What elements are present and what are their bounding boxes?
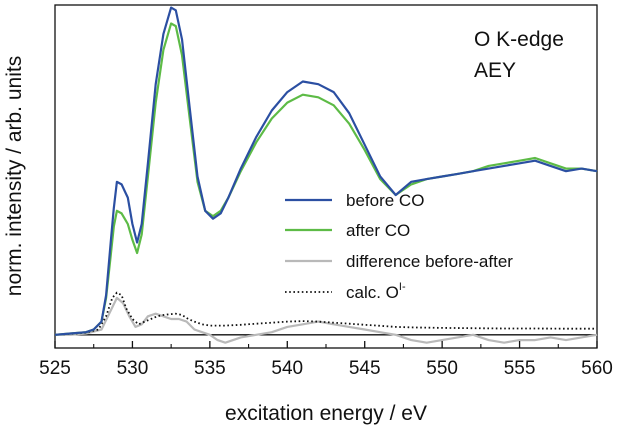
x-axis-title: excitation energy / eV bbox=[225, 402, 427, 425]
y-axis-title: norm. intensity / arb. units bbox=[3, 56, 26, 296]
annotation-line-1: O K-edge bbox=[474, 28, 564, 51]
x-tick-label: 560 bbox=[581, 358, 613, 379]
annotation-line-2: AEY bbox=[474, 59, 516, 82]
x-tick-label: 545 bbox=[349, 358, 381, 379]
x-tick-label: 535 bbox=[194, 358, 226, 379]
legend-label-before-co: before CO bbox=[346, 191, 424, 210]
x-ticks: 525 530 535 540 545 550 555 560 bbox=[39, 341, 613, 379]
series-layer bbox=[54, 6, 598, 344]
series-line-calc-o bbox=[54, 291, 597, 336]
legend: before CO after CO difference before-aft… bbox=[285, 191, 513, 302]
legend-label-after-co: after CO bbox=[346, 221, 410, 240]
x-tick-label: 530 bbox=[117, 358, 149, 379]
plot-frame bbox=[54, 4, 598, 349]
x-tick-label: 540 bbox=[271, 358, 303, 379]
series-line-before-co bbox=[54, 6, 598, 336]
legend-label-difference: difference before-after bbox=[346, 252, 513, 271]
x-tick-label: 525 bbox=[39, 358, 71, 379]
legend-label-calc-superscript: I- bbox=[399, 281, 406, 293]
x-tick-label: 550 bbox=[426, 358, 458, 379]
legend-label-calc: calc. OI- bbox=[346, 281, 406, 302]
x-tick-label: 555 bbox=[504, 358, 536, 379]
series-line-difference-before-after bbox=[55, 296, 598, 344]
